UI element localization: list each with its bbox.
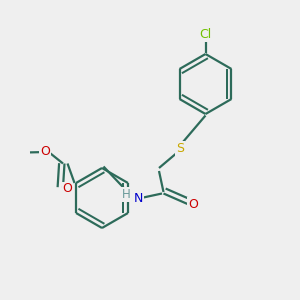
Text: S: S [176,142,184,155]
Text: O: O [63,182,72,196]
Text: H: H [122,188,131,201]
Text: O: O [40,145,50,158]
Text: N: N [133,191,143,205]
Text: Cl: Cl [200,28,211,41]
Text: O: O [188,197,198,211]
